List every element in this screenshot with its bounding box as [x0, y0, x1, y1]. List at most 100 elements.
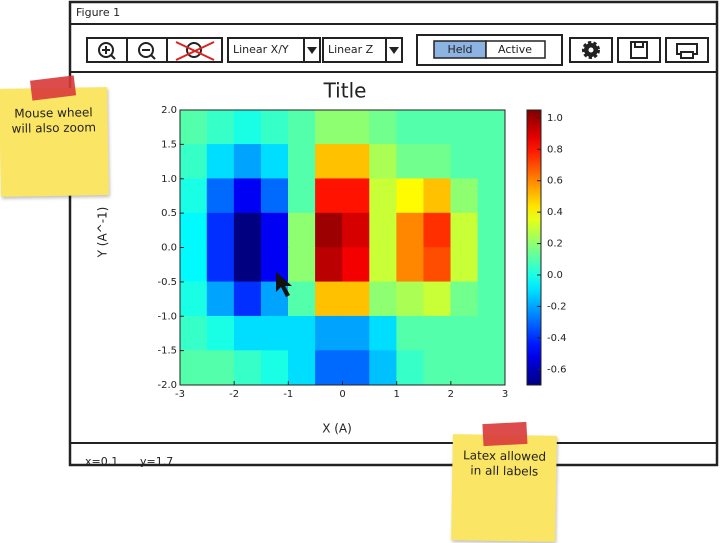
heatmap-cell: [450, 144, 479, 180]
active-label: Active: [498, 43, 532, 56]
held-label: Held: [447, 43, 472, 56]
icon: [110, 54, 116, 60]
note-text: Mouse wheel will also zoom: [11, 105, 97, 136]
heatmap-cell: [423, 281, 452, 317]
heatmap-cell: [342, 109, 370, 145]
heatmap-cell: [450, 109, 479, 145]
heatmap-cell: [206, 350, 235, 386]
heatmap-cell: [450, 247, 479, 283]
heatmap-cell: [315, 247, 343, 283]
dropdowns: [227, 37, 403, 63]
plot: -3 -2 -1 0 1 2 3 2.0 1.5 1.0 0.5 0.0 -0.5 -1.0 -1.5 -2.…: [157, 105, 566, 400]
heatmap-cell: [342, 281, 370, 317]
window-title: Figure 1: [76, 6, 120, 19]
heatmap-cell: [396, 350, 425, 386]
heatmap-cell: [179, 109, 208, 145]
y-tick-label: 0.0: [161, 243, 177, 254]
heatmap-cell: [288, 178, 316, 214]
y-tick-label: -1.5: [157, 346, 177, 357]
zoom-buttons: [86, 37, 223, 63]
heatmap-cell: [315, 144, 343, 180]
active-button[interactable]: [485, 40, 546, 59]
heatmap-cell: [423, 212, 452, 248]
colorbar-tick-label: -0.6: [547, 364, 567, 375]
tape: [30, 75, 77, 101]
heatmap-cell: [423, 144, 452, 180]
heatmap-cell: [369, 350, 397, 386]
heatmap-cell: [233, 178, 262, 214]
heatmap-cell: [396, 144, 425, 180]
heatmap-cell: [260, 350, 289, 386]
heatmap-cell: [369, 247, 397, 283]
heatmap-cell: [369, 109, 397, 145]
status-y: y=1.7: [140, 455, 173, 468]
x-tick-label: 3: [502, 389, 508, 400]
x-tick-label: -3: [175, 389, 185, 400]
colorbar-tick-label: -0.4: [547, 333, 567, 344]
heatmap-cell: [477, 178, 506, 214]
heatmap-cell: [450, 281, 479, 317]
heatmap-cell: [315, 178, 343, 214]
heatmap-cell: [423, 109, 452, 145]
heatmap-cell: [450, 350, 479, 386]
heatmap-cell: [423, 315, 452, 351]
heatmap-cell: [477, 281, 506, 317]
heatmap-cell: [288, 247, 316, 283]
heatmap-cell: [477, 350, 506, 386]
x-axis-label: X (A): [322, 422, 352, 436]
heatmap-cell: [206, 212, 235, 248]
heatmap-cell: [477, 247, 506, 283]
heatmap-cell: [423, 247, 452, 283]
heatmap-cell: [342, 212, 370, 248]
colorbar-tick-label: 0.4: [547, 207, 563, 218]
heatmap-cell: [396, 281, 425, 317]
sticky-note: Mouse wheel will also zoom: [0, 75, 109, 197]
heatmap-cell: [315, 315, 343, 351]
heatmap-cell: [396, 315, 425, 351]
heatmap-cell: [369, 315, 397, 351]
heatmap-cell: [477, 315, 506, 351]
z-scale-label: Linear Z: [328, 43, 374, 56]
heatmap-cell: [396, 247, 425, 283]
heatmap-cell: [233, 315, 262, 351]
right-buttons: [569, 37, 709, 63]
heatmap-cell: [179, 315, 208, 351]
heatmap-cell: [260, 315, 289, 351]
heatmap-cell: [315, 350, 343, 386]
overlay: [276, 272, 292, 297]
heatmap-cell: [206, 144, 235, 180]
x-tick-label: 1: [393, 389, 399, 400]
heatmap-cell: [288, 144, 316, 180]
heatmap-cell: [369, 281, 397, 317]
heatmap-cell: [450, 212, 479, 248]
heatmap-cell: [260, 109, 289, 145]
gear-icon: [588, 47, 594, 53]
heatmap-cell: [179, 144, 208, 180]
heatmap-cell: [369, 178, 397, 214]
note-text: Latex allowed in all labels: [462, 448, 547, 479]
print-icon: [680, 51, 694, 59]
mouse-cursor: [276, 272, 292, 297]
x-tick-label: 0: [339, 389, 345, 400]
heatmap-cell: [288, 315, 316, 351]
heatmap-cell: [260, 178, 289, 214]
heatmap-cell: [450, 315, 479, 351]
dropdown-arrow: [389, 47, 399, 54]
y-tick-label: 2.0: [161, 105, 177, 116]
heatmap-cell: [315, 109, 343, 145]
heatmap-cell: [179, 350, 208, 386]
heatmap-cell: [342, 144, 370, 180]
x-tick-label: -1: [283, 389, 293, 400]
heatmap-cell: [396, 212, 425, 248]
icon: [150, 54, 156, 60]
heatmap-cell: [179, 212, 208, 248]
heatmap-cell: [450, 178, 479, 214]
heatmap-cell: [206, 247, 235, 283]
heatmap-cell: [423, 350, 452, 386]
heatmap-cell: [477, 212, 506, 248]
x-tick-label: -2: [229, 389, 239, 400]
heatmap-cell: [477, 109, 506, 145]
heatmap-cell: [288, 212, 316, 248]
heatmap-cell: [369, 212, 397, 248]
